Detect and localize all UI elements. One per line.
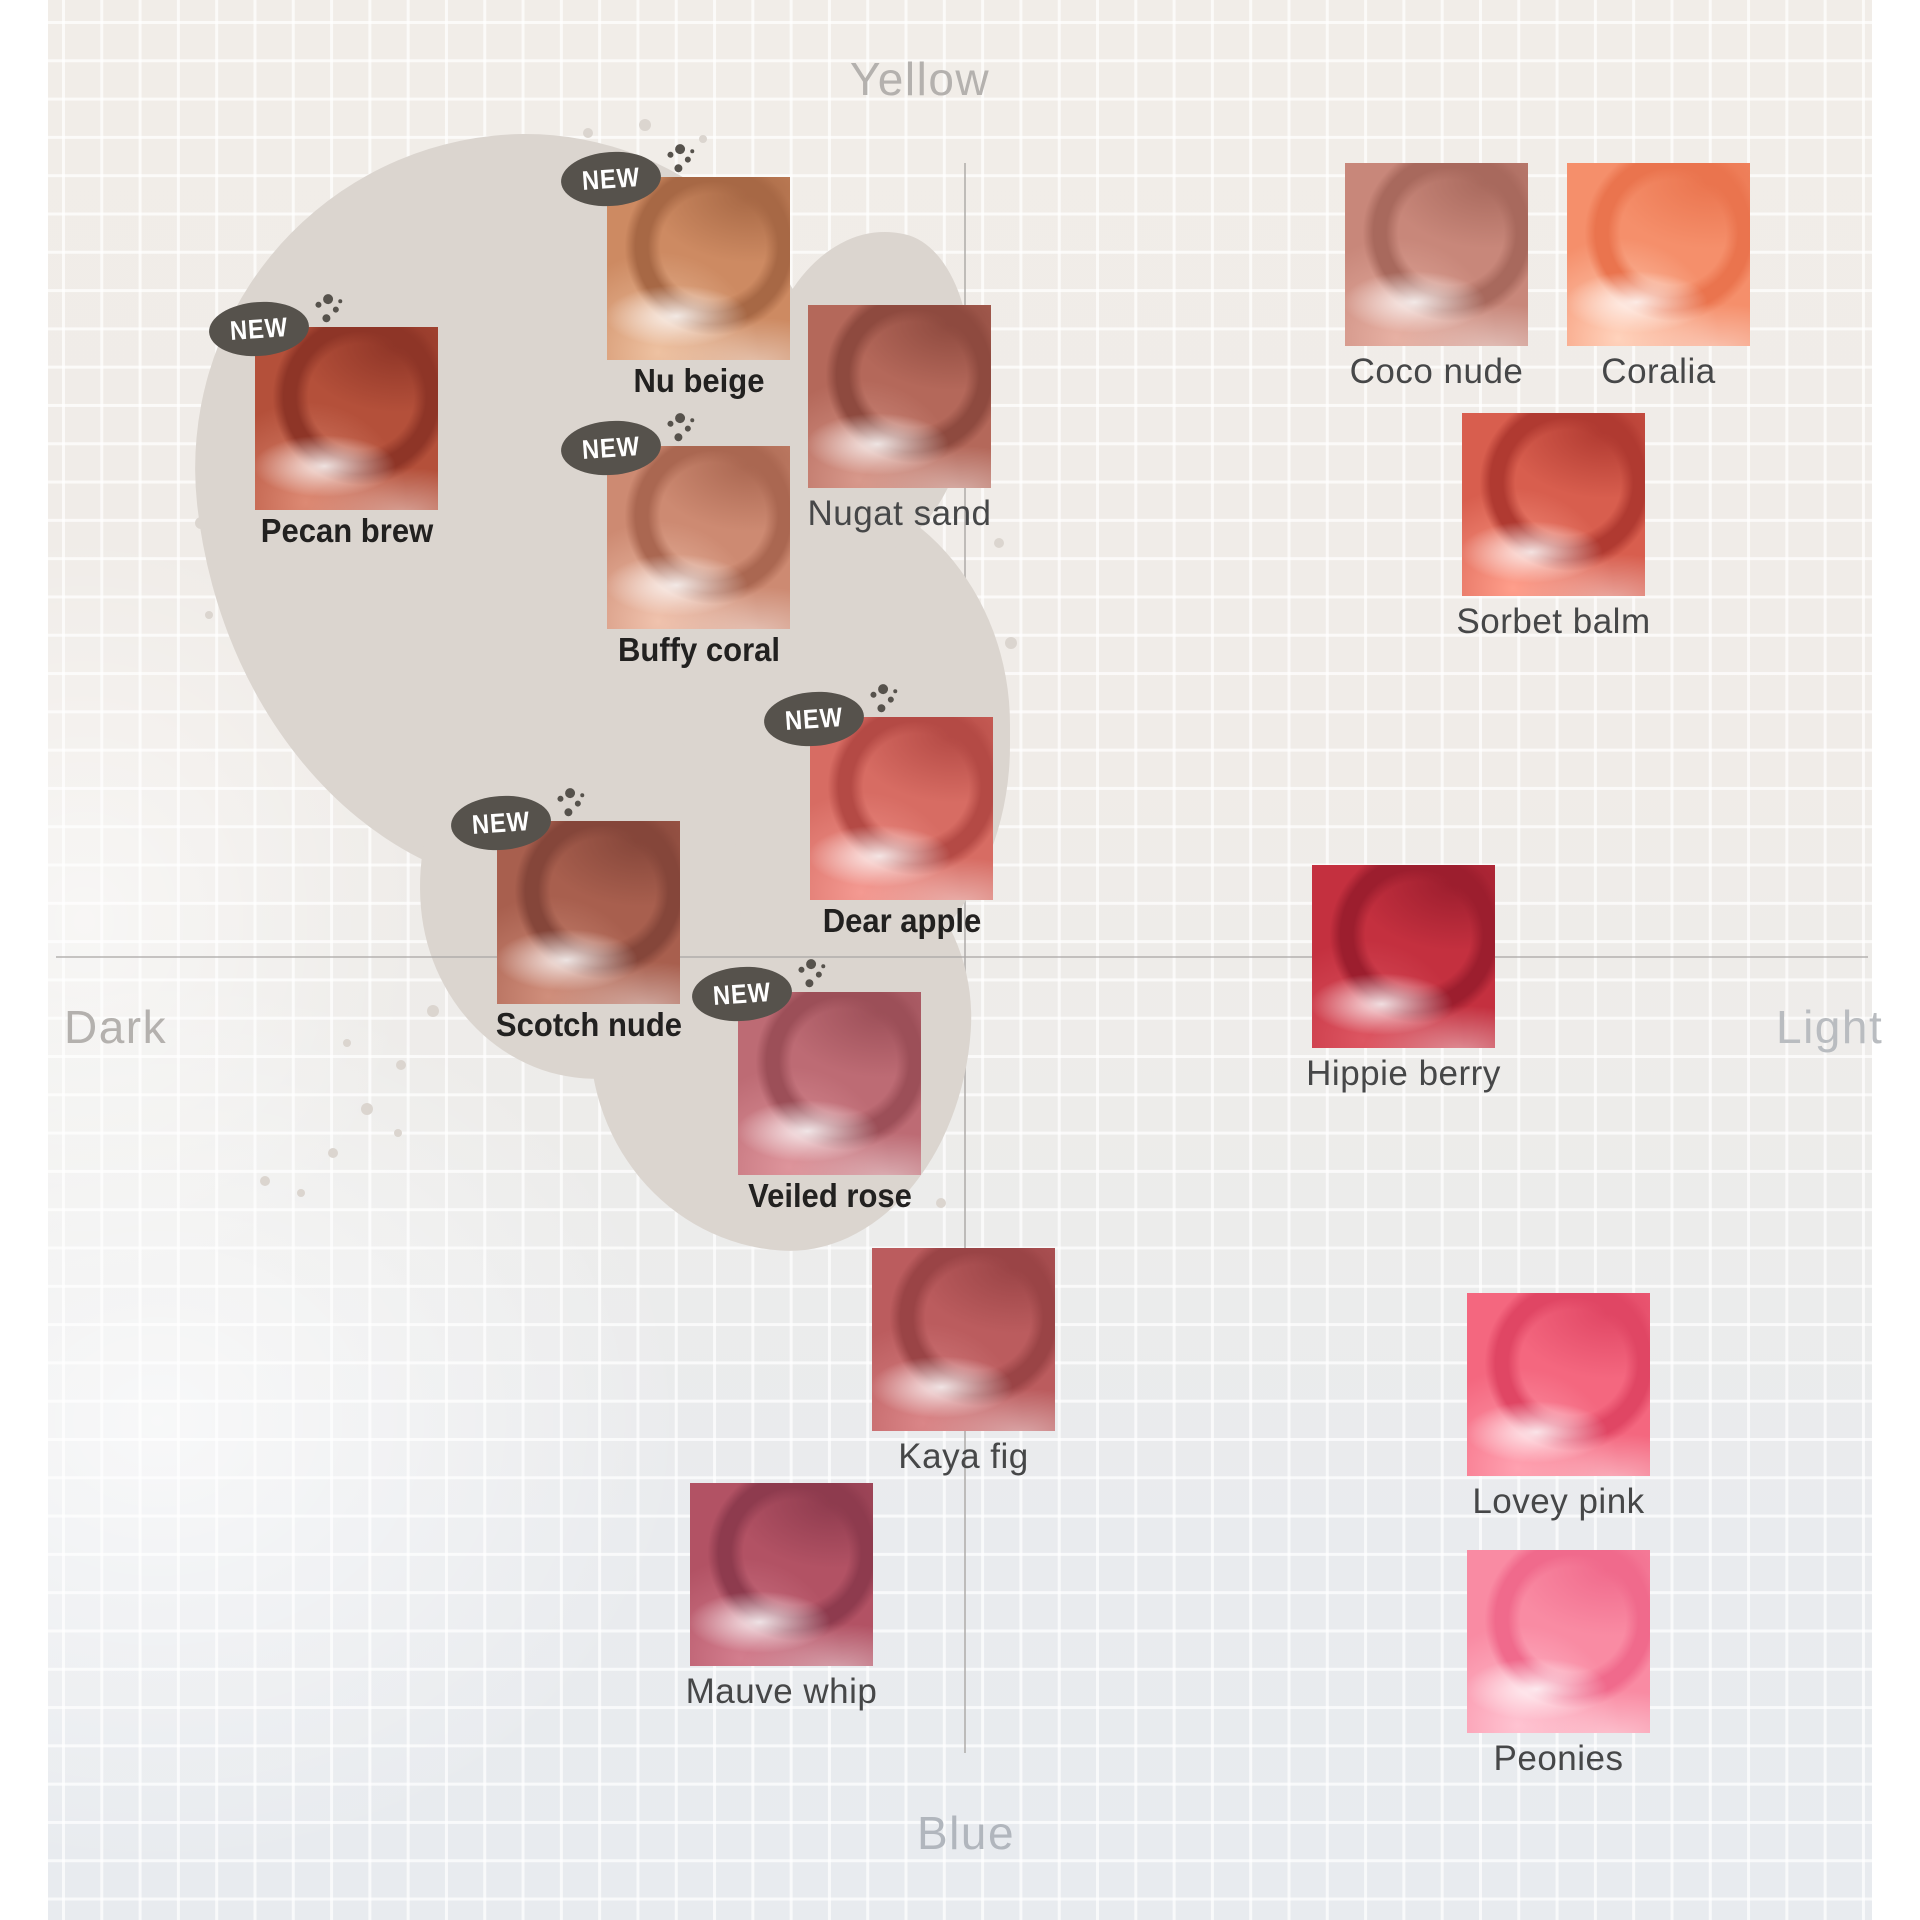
shade-label: Buffy coral [617,631,780,668]
horizontal-axis-line [56,956,1868,958]
product-dear-apple: NEW Dear apple [762,688,993,939]
swatch-peonies [1467,1550,1650,1733]
product-sorbet-balm: Sorbet balm [1456,413,1650,641]
shade-label: Coco nude [1349,352,1524,391]
shade-label: Kaya fig [898,1437,1029,1476]
swatch-dear-apple [810,717,993,900]
swatch-pecan-brew [255,327,438,510]
new-badge-label: NEW [580,161,641,196]
shade-label: Veiled rose [747,1177,912,1214]
swatch-mauve-whip [690,1483,873,1666]
shade-label: Nu beige [633,362,764,399]
new-badge-label: NEW [711,976,772,1011]
shade-label: Hippie berry [1306,1054,1501,1093]
swatch-coralia [1567,163,1750,346]
shade-label: Pecan brew [260,512,433,549]
product-kaya-fig: Kaya fig [872,1248,1055,1476]
shade-label: Mauve whip [685,1672,878,1711]
product-veiled-rose: NEW Veiled rose [690,963,921,1214]
shade-label: Dear apple [822,902,981,939]
swatch-hippie-berry [1312,865,1495,1048]
product-coco-nude: Coco nude [1345,163,1528,391]
shade-label: Coralia [1601,352,1716,391]
axis-label-blue: Blue [916,1807,1016,1859]
swatch-veiled-rose [738,992,921,1175]
new-badge-label: NEW [470,805,531,840]
new-badge-label: NEW [783,701,844,736]
shade-label: Peonies [1493,1739,1624,1778]
swatch-nugat-sand [808,305,991,488]
axis-label-light: Light [1776,1001,1884,1053]
axis-label-yellow: Yellow [849,53,991,105]
product-buffy-coral: NEW Buffy coral [559,417,790,668]
swatch-buffy-coral [607,446,790,629]
swatch-kaya-fig [872,1248,1055,1431]
shade-label: Nugat sand [807,494,992,533]
product-nu-beige: NEW Nu beige [559,148,790,399]
new-badge-label: NEW [228,311,289,346]
product-nugat-sand: Nugat sand [807,305,991,533]
product-peonies: Peonies [1467,1550,1650,1778]
swatch-scotch-nude [497,821,680,1004]
shade-label: Lovey pink [1472,1482,1645,1521]
shade-label: Sorbet balm [1456,602,1651,641]
swatch-coco-nude [1345,163,1528,346]
shade-label: Scotch nude [495,1006,682,1043]
vertical-axis-line [964,163,966,1753]
swatch-lovey-pink [1467,1293,1650,1476]
product-scotch-nude: NEW Scotch nude [449,792,682,1043]
product-pecan-brew: NEW Pecan brew [207,298,438,549]
new-badge-label: NEW [580,430,641,465]
product-mauve-whip: Mauve whip [686,1483,877,1711]
product-hippie-berry: Hippie berry [1306,865,1500,1093]
swatch-nu-beige [607,177,790,360]
swatch-sorbet-balm [1462,413,1645,596]
axis-label-dark: Dark [64,1001,168,1053]
product-coralia: Coralia [1567,163,1750,391]
product-lovey-pink: Lovey pink [1467,1293,1650,1521]
